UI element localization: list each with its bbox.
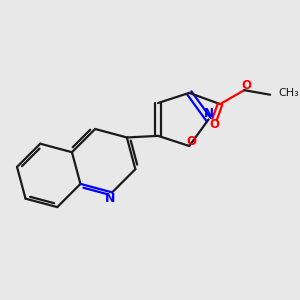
Text: O: O	[186, 135, 196, 148]
Text: N: N	[105, 192, 116, 205]
Text: O: O	[209, 118, 220, 131]
Text: O: O	[241, 79, 251, 92]
Text: N: N	[203, 107, 214, 120]
Text: CH₃: CH₃	[278, 88, 299, 98]
